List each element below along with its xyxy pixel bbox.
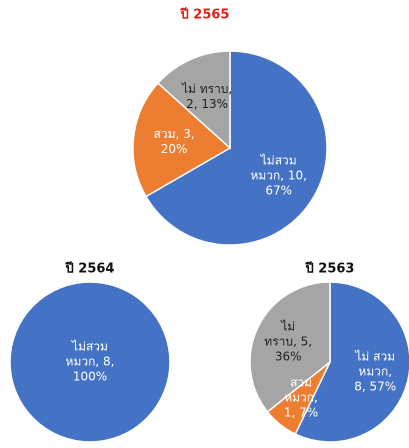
chart-title: ปี 2563 <box>306 258 355 279</box>
chart-title: ปี 2565 <box>181 4 230 25</box>
data-label: ไม่ ทราบ, 5, 36% <box>264 319 312 364</box>
data-label: ไม่ สวม หมวก, 8, 57% <box>351 350 399 395</box>
data-label: สวม, 3, 20% <box>143 127 205 157</box>
chart-page: ปี 2565 ไม่สวม หมวก, 10, 67% สวม, 3, 20% ไม… <box>0 0 409 448</box>
data-label: ไม่สวม หมวก, 10, 67% <box>248 154 310 199</box>
data-label: ไม่ ทราบ, 2, 13% <box>176 82 238 112</box>
data-label: สวม หมวก, 1, 7% <box>277 376 325 421</box>
data-label: ไม่สวม หมวก, 8, 100% <box>55 340 125 385</box>
chart-title: ปี 2564 <box>66 258 115 279</box>
